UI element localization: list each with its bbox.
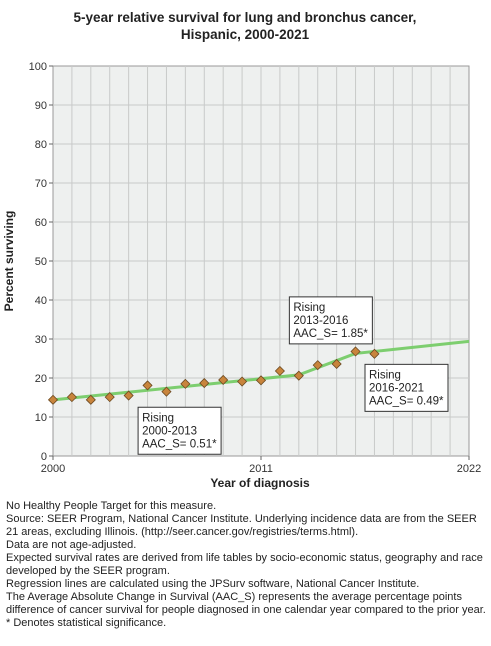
y-tick-label: 30 <box>35 334 47 346</box>
trend-line <box>52 339 470 402</box>
annotation-box-frame <box>137 406 222 455</box>
data-point <box>274 365 285 377</box>
footnote-1: Source: SEER Program, National Cancer In… <box>6 513 477 538</box>
y-axis-ticks: 0 10 20 30 40 50 60 70 80 90 100 <box>29 61 53 463</box>
data-point <box>85 394 96 405</box>
data-point <box>199 378 210 389</box>
data-point <box>123 390 134 401</box>
observed-points <box>47 346 380 405</box>
footnote-6: * Denotes statistical significance. <box>6 617 167 629</box>
data-point <box>237 376 248 387</box>
chart-title-line-2: Hispanic, 2000-2021 <box>181 27 310 42</box>
annotation-text: 2000-2013 <box>142 425 197 437</box>
annotation-text: AAC_S= 1.85* <box>293 328 368 340</box>
data-point <box>293 370 304 381</box>
y-axis-title: Percent surviving <box>2 211 16 312</box>
annotation-box-frame <box>364 363 449 412</box>
data-point <box>218 374 229 386</box>
y-tick-label: 40 <box>35 295 47 307</box>
chart-title-line-1: 5-year relative survival for lung and br… <box>74 10 417 25</box>
data-point <box>66 392 77 403</box>
x-tick-label: 2011 <box>249 463 273 475</box>
data-point <box>350 346 361 357</box>
x-tick-label: 2000 <box>41 463 65 475</box>
data-point <box>161 386 172 397</box>
annotation-text: Rising <box>369 369 401 381</box>
annotation-text: 2013-2016 <box>293 315 348 327</box>
data-point <box>142 380 153 391</box>
data-point <box>369 348 380 359</box>
annotation-text: AAC_S= 0.49* <box>369 395 444 407</box>
y-tick-label: 10 <box>35 412 47 424</box>
annotation-text: 2016-2021 <box>369 382 424 394</box>
footnote-5: The Average Absolute Change in Survival … <box>6 591 486 616</box>
annotation-text: AAC_S= 0.51* <box>142 438 217 450</box>
y-tick-label: 0 <box>41 451 47 463</box>
annotation-text: Rising <box>142 412 174 424</box>
footnote-2: Data are not age-adjusted. <box>6 539 137 551</box>
footnote-0: No Healthy People Target for this measur… <box>6 500 217 512</box>
data-point <box>180 378 191 389</box>
y-tick-label: 60 <box>35 217 47 229</box>
trend-line-series <box>52 339 470 402</box>
data-point <box>312 360 323 371</box>
footnote-4: Regression lines are calculated using th… <box>6 578 420 590</box>
survival-chart: 5-year relative survival for lung and br… <box>2 10 481 490</box>
annotation-box-frame <box>288 296 373 345</box>
y-tick-label: 50 <box>35 256 47 268</box>
x-axis-title: Year of diagnosis <box>210 476 310 490</box>
grid-lines <box>53 66 469 456</box>
x-tick-label: 2022 <box>457 463 481 475</box>
y-tick-label: 70 <box>35 178 47 190</box>
data-point <box>331 358 342 370</box>
y-tick-label: 80 <box>35 139 47 151</box>
y-tick-label: 90 <box>35 100 47 112</box>
data-point <box>104 392 115 403</box>
footnotes: No Healthy People Target for this measur… <box>6 500 488 630</box>
x-axis-ticks: 2000 2011 2022 <box>41 456 481 475</box>
footnote-3: Expected survival rates are derived from… <box>6 552 483 577</box>
annotation-text: Rising <box>293 302 325 314</box>
data-point <box>47 394 59 405</box>
y-tick-label: 100 <box>29 61 47 73</box>
data-point <box>255 375 267 386</box>
y-tick-label: 20 <box>35 373 47 385</box>
